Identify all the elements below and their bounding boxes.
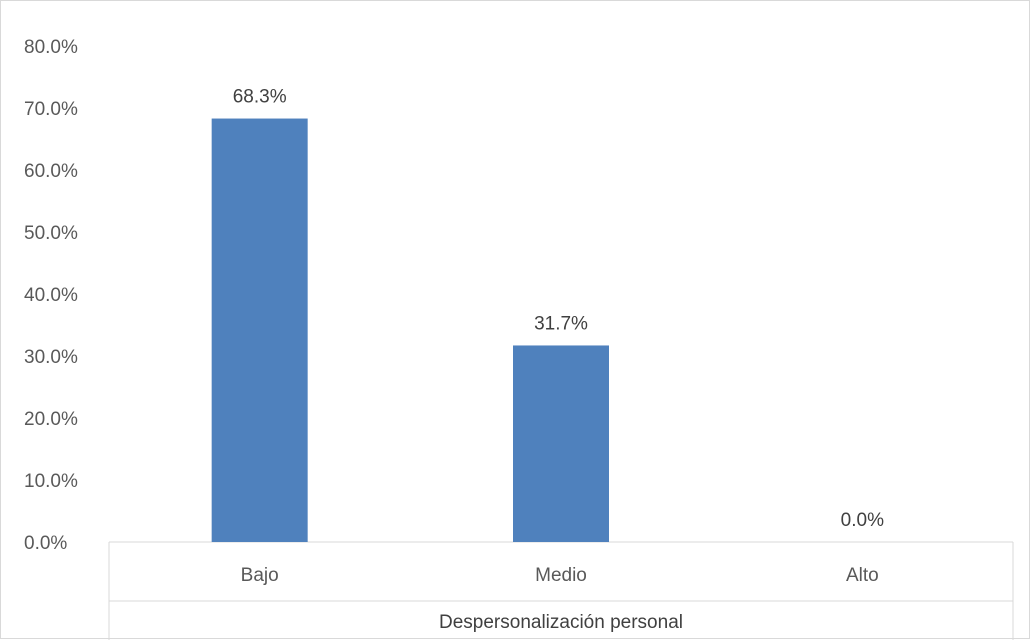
y-tick-label: 80.0% xyxy=(24,37,78,58)
y-tick-label: 30.0% xyxy=(24,347,78,368)
bars xyxy=(211,118,609,542)
y-tick-label: 10.0% xyxy=(24,471,78,492)
y-tick-label: 0.0% xyxy=(24,533,67,554)
x-tick-label-bajo: Bajo xyxy=(241,565,279,586)
bar-medio xyxy=(513,345,609,542)
data-label-medio: 31.7% xyxy=(534,313,588,334)
y-tick-label: 50.0% xyxy=(24,223,78,244)
bar-bajo xyxy=(211,118,308,542)
data-label-bajo: 68.3% xyxy=(233,87,287,108)
data-labels: 68.3% 31.7% 0.0% xyxy=(233,87,884,531)
y-tick-label: 20.0% xyxy=(24,409,78,430)
y-tick-label: 60.0% xyxy=(24,161,78,182)
y-axis-ticks: 0.0% 10.0% 20.0% 30.0% 40.0% 50.0% 60.0% 70.0% 8… xyxy=(24,37,78,554)
x-axis-title: Despersonalización personal xyxy=(439,612,683,633)
x-tick-label-alto: Alto xyxy=(846,565,879,586)
data-label-alto: 0.0% xyxy=(841,510,884,531)
y-tick-label: 40.0% xyxy=(24,285,78,306)
x-axis-ticks: Bajo Medio Alto xyxy=(241,565,879,586)
x-tick-label-medio: Medio xyxy=(535,565,587,586)
y-tick-label: 70.0% xyxy=(24,99,78,120)
